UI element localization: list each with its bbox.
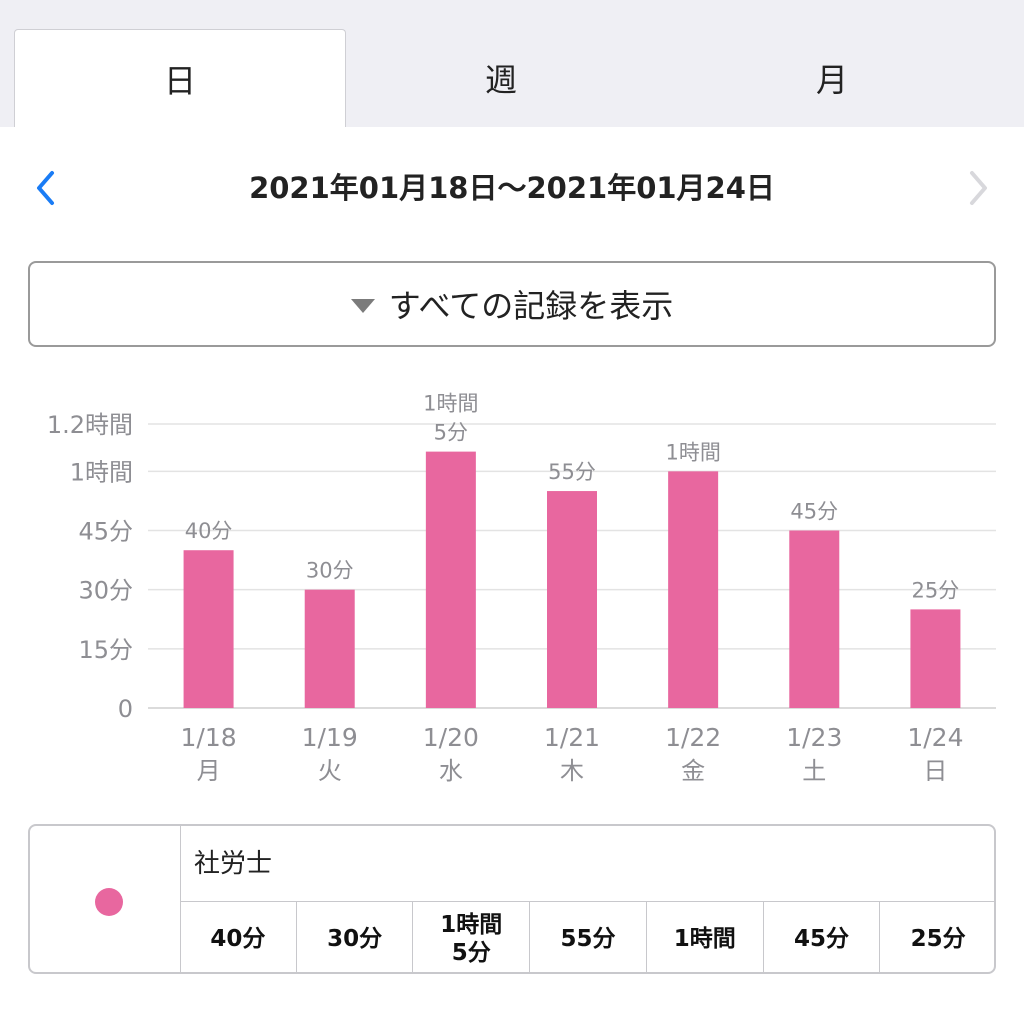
legend-series-name: 社労士 [194,849,273,879]
legend-value-cell: 45分 [762,902,880,972]
y-tick-label: 30分 [78,577,133,605]
legend-value-cell: 1時間 5分 [412,902,529,972]
next-week-button[interactable] [958,160,998,216]
x-weekday-label: 日 [923,757,947,785]
tab-day-label: 日 [163,61,196,100]
legend-color-cell [30,826,181,972]
legend-table: 社労士 40分 30分 1時間 5分 55分 1時間 45分 25分 [28,824,996,974]
legend-value-cell: 30分 [295,902,413,972]
chevron-right-icon [970,171,987,205]
bar [789,530,840,708]
previous-week-button[interactable] [26,160,66,216]
data-label: 1時間 [665,440,720,464]
legend-value-cell: 55分 [529,902,646,972]
data-label: 5分 [434,421,468,445]
x-tick-label: 1/21 [544,723,600,752]
legend-color-dot [95,888,123,916]
y-tick-label: 0 [118,695,133,723]
bar [547,491,597,708]
x-tick-label: 1/18 [181,723,237,752]
tab-bar: 日 週 月 [0,0,1024,127]
legend-value-cell: 25分 [879,902,994,972]
x-tick-label: 1/20 [423,723,479,752]
x-weekday-label: 土 [802,757,826,785]
bar [425,451,476,708]
bar [910,609,961,708]
triangle-down-icon [350,299,375,313]
bar [668,471,719,708]
chevron-left-icon [37,171,54,205]
x-tick-label: 1/23 [786,723,842,752]
tab-week[interactable]: 週 [346,29,656,127]
y-tick-label: 45分 [78,518,133,546]
legend-value-cell: 1時間 [645,902,763,972]
x-weekday-label: 月 [197,757,221,785]
filter-label: すべての記録を表示 [388,287,674,325]
bar [183,550,234,708]
tab-month-label: 月 [815,61,848,99]
x-weekday-label: 金 [681,757,705,785]
bar [304,589,355,708]
data-label: 30分 [306,559,354,583]
x-tick-label: 1/22 [665,723,721,752]
legend-value-cell: 40分 [210,925,266,952]
x-weekday-label: 火 [318,757,342,785]
x-weekday-label: 木 [560,757,584,785]
x-tick-label: 1/19 [302,723,358,752]
data-label: 45分 [790,500,838,524]
record-filter-dropdown[interactable]: すべての記録を表示 [28,261,996,347]
data-label: 40分 [185,519,233,543]
y-tick-label: 15分 [78,636,133,664]
y-tick-label: 1時間 [70,458,133,486]
data-label: 25分 [912,578,960,602]
data-label: 55分 [548,460,596,484]
legend-values-row: 40分 30分 1時間 5分 55分 1時間 45分 25分 [180,901,994,972]
data-label: 1時間 [423,392,478,416]
x-weekday-label: 水 [439,757,463,785]
date-range-title: 2021年01月18日〜2021年01月24日 [249,171,775,205]
date-navigator: 2021年01月18日〜2021年01月24日 [0,160,1024,216]
x-tick-label: 1/24 [907,723,963,752]
tab-month[interactable]: 月 [666,29,998,127]
tab-week-label: 週 [484,61,517,99]
tab-day[interactable]: 日 [14,29,346,127]
study-time-bar-chart: 0 15分 30分 45分 1時間 1.2時間 40分 1/18 月 30分 1/19 火 1時間 5分 1… [47,392,996,785]
y-tick-label: 1.2時間 [47,411,133,439]
